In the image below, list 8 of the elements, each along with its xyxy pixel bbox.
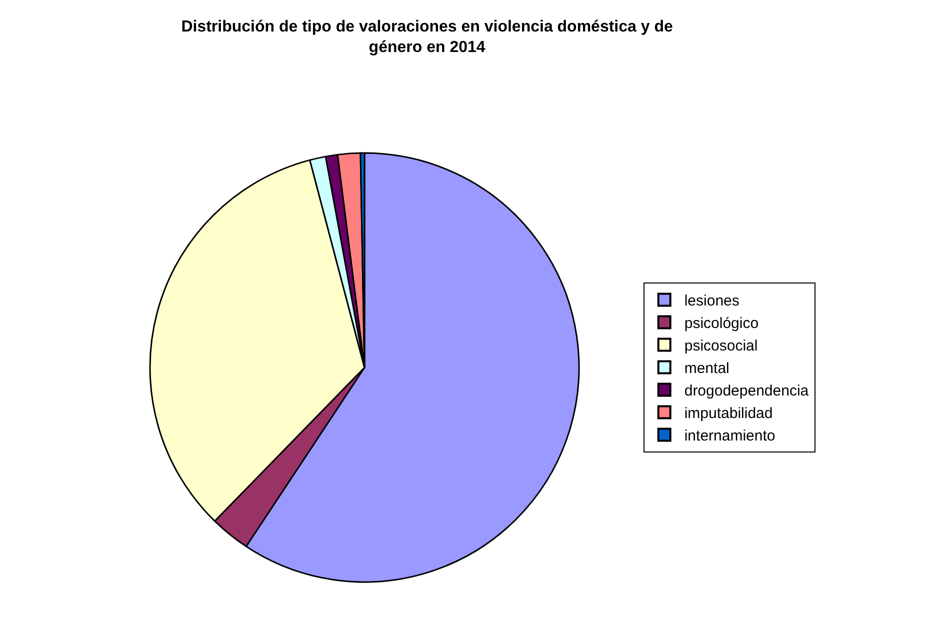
legend-label: imputabilidad	[684, 405, 773, 422]
legend-label: psicosocial	[684, 338, 758, 355]
legend-label: psicológico	[684, 315, 759, 332]
legend-label: mental	[684, 360, 730, 378]
legend-label: internamiento	[684, 428, 776, 445]
legend-label: drogodependencia	[684, 382, 810, 400]
legend-label: lesiones	[684, 292, 740, 310]
chart-title: Distribución de tipo de valoraciones en violencia doméstica y de género en 2014	[181, 18, 673, 56]
